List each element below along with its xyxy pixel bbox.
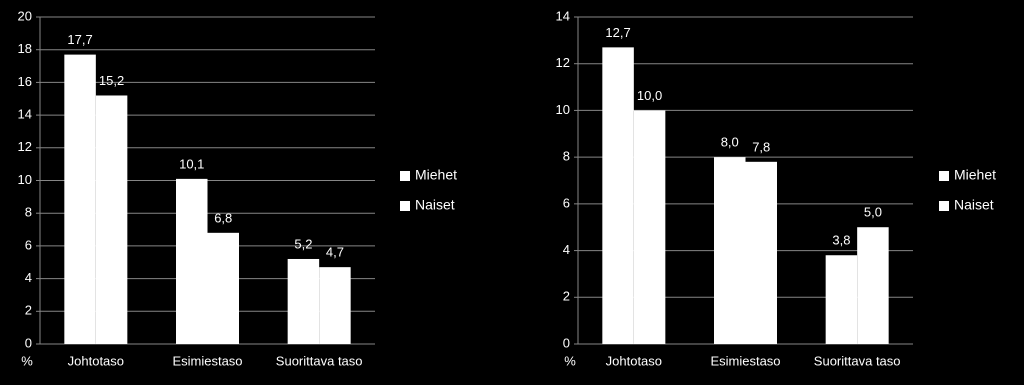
bar	[602, 47, 634, 344]
data-label: 12,7	[605, 25, 630, 40]
y-tick-label: 8	[25, 205, 32, 220]
bar	[319, 267, 351, 344]
y-tick-label: 6	[563, 195, 570, 210]
y-axis-label: %	[21, 353, 33, 368]
legend-label: Naiset	[415, 197, 455, 213]
bar	[745, 161, 777, 344]
x-tick-label: Johtotaso	[606, 353, 662, 368]
y-tick-label: 14	[18, 107, 32, 122]
y-tick-label: 14	[556, 8, 570, 23]
y-tick-label: 6	[25, 237, 32, 252]
bar	[857, 227, 889, 344]
data-label: 3,8	[832, 233, 850, 248]
legend-label: Miehet	[415, 167, 457, 183]
legend-swatch	[939, 201, 949, 211]
y-tick-label: 2	[563, 289, 570, 304]
data-label: 8,0	[721, 135, 739, 150]
legend-swatch	[400, 171, 410, 181]
y-tick-label: 16	[18, 74, 32, 89]
x-tick-label: Suorittava taso	[276, 353, 363, 368]
legend-label: Naiset	[954, 197, 994, 213]
bar	[64, 54, 96, 344]
data-label: 5,2	[294, 236, 312, 251]
legend-swatch	[400, 201, 410, 211]
y-tick-label: 2	[25, 303, 32, 318]
y-tick-label: 0	[25, 335, 32, 350]
data-label: 5,0	[864, 205, 882, 220]
y-tick-label: 10	[556, 102, 570, 117]
legend-label: Miehet	[954, 167, 996, 183]
y-tick-label: 0	[563, 335, 570, 350]
y-tick-label: 12	[18, 139, 32, 154]
bar	[714, 157, 746, 344]
bar	[633, 110, 666, 344]
x-tick-label: Esimiestaso	[172, 353, 242, 368]
y-tick-label: 12	[556, 55, 570, 70]
y-tick-label: 20	[18, 8, 32, 23]
y-tick-label: 4	[25, 270, 32, 285]
data-label: 15,2	[99, 73, 124, 88]
x-tick-label: Esimiestaso	[710, 353, 780, 368]
bar	[176, 178, 208, 344]
bar	[287, 258, 320, 344]
data-label: 7,8	[752, 139, 770, 154]
bar	[207, 232, 239, 344]
data-label: 10,0	[637, 88, 662, 103]
x-tick-label: Johtotaso	[68, 353, 124, 368]
data-label: 17,7	[67, 32, 92, 47]
y-tick-label: 10	[18, 172, 32, 187]
data-label: 4,7	[326, 245, 344, 260]
y-tick-label: 4	[563, 242, 570, 257]
bar	[95, 95, 128, 344]
data-label: 10,1	[179, 156, 204, 171]
y-tick-label: 18	[18, 41, 32, 56]
y-tick-label: 8	[563, 149, 570, 164]
legend-swatch	[939, 171, 949, 181]
x-tick-label: Suorittava taso	[814, 353, 901, 368]
bar	[825, 255, 858, 344]
y-axis-label: %	[564, 353, 576, 368]
data-label: 6,8	[214, 210, 232, 225]
